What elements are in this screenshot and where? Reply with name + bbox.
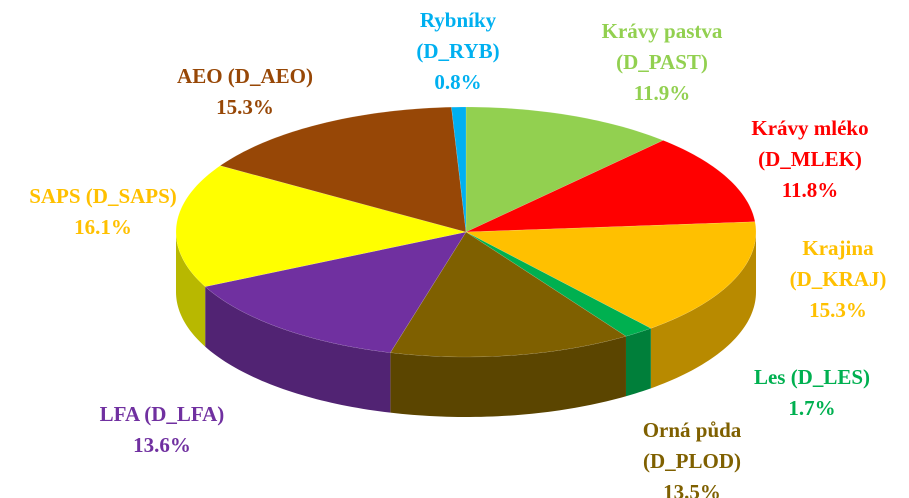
pie-slice	[204, 231, 467, 413]
slice-label: Rybníky	[420, 8, 497, 32]
slice-side	[176, 232, 206, 347]
slice-value-label: 13.6%	[133, 433, 191, 457]
slice-value-label: 11.9%	[634, 81, 691, 105]
slice-label: LFA (D_LFA)	[100, 402, 225, 426]
slice-value-label: 11.8%	[782, 178, 839, 202]
slice-top	[204, 231, 467, 353]
pie-slice	[451, 106, 467, 233]
slice-label: Orná půda	[643, 418, 742, 442]
pie-slice	[465, 106, 664, 233]
slice-top	[451, 106, 467, 233]
slice-top	[465, 231, 652, 337]
slice-top	[465, 221, 757, 329]
slice-side	[390, 336, 626, 417]
slice-label: Krávy mléko	[751, 116, 868, 140]
slice-label: (D_PLOD)	[643, 449, 741, 473]
slice-value-label: 16.1%	[74, 215, 132, 239]
slice-side	[625, 328, 651, 397]
slice-top	[175, 165, 467, 287]
slice-top	[219, 106, 467, 233]
pie-slice	[175, 165, 467, 347]
pie-slice	[219, 106, 467, 233]
slice-label: (D_RYB)	[416, 39, 499, 63]
slice-label: AEO (D_AEO)	[177, 64, 313, 88]
slice-side	[205, 286, 391, 413]
slice-label: Les (D_LES)	[754, 365, 870, 389]
slice-side	[650, 232, 756, 389]
slice-label: (D_MLEK)	[758, 147, 862, 171]
slice-label: SAPS (D_SAPS)	[29, 184, 177, 208]
pie-slice	[465, 231, 652, 397]
slice-label: (D_PAST)	[616, 50, 708, 74]
slice-label: Krajina	[802, 236, 874, 260]
pie-slice	[389, 231, 627, 417]
slice-label: (D_KRAJ)	[790, 267, 887, 291]
slice-label: Krávy pastva	[602, 19, 723, 43]
slice-top	[389, 231, 627, 358]
slice-top	[465, 106, 664, 233]
slice-value-label: 1.7%	[788, 396, 835, 420]
slice-value-label: 0.8%	[434, 70, 481, 94]
pie-slice	[465, 221, 757, 389]
slice-value-label: 15.3%	[216, 95, 274, 119]
slice-value-label: 15.3%	[809, 298, 867, 322]
slice-value-label: 13.5%	[663, 480, 721, 498]
slice-top	[465, 140, 756, 233]
pie-slice	[465, 140, 756, 233]
